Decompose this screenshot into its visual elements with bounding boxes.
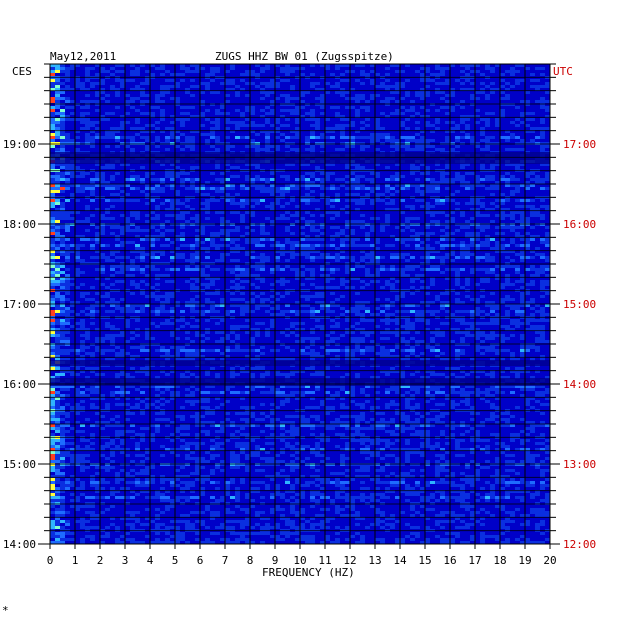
right-time-label: 14:00	[563, 378, 596, 391]
grid-lines	[50, 64, 550, 544]
plot-area	[38, 64, 560, 549]
left-time-label: 14:00	[3, 538, 36, 551]
right-time-label: 15:00	[563, 298, 596, 311]
chart-date-title: May12,2011	[50, 50, 116, 63]
x-tick-label: 14	[393, 554, 407, 567]
x-axis-label: FREQUENCY (HZ)	[262, 566, 355, 579]
x-tick-label: 15	[418, 554, 431, 567]
left-time-label: 19:00	[3, 138, 36, 151]
x-tick-label: 0	[47, 554, 54, 567]
x-tick-label: 19	[518, 554, 531, 567]
x-tick-label: 1	[72, 554, 79, 567]
x-tick-label: 5	[172, 554, 179, 567]
right-time-label: 12:00	[563, 538, 596, 551]
x-tick-label: 13	[368, 554, 381, 567]
left-time-label: 17:00	[3, 298, 36, 311]
right-time-label: 16:00	[563, 218, 596, 231]
x-tick-label: 11	[318, 554, 331, 567]
x-tick-label: 10	[293, 554, 306, 567]
x-tick-label: 3	[122, 554, 129, 567]
x-tick-label: 2	[97, 554, 104, 567]
x-tick-label: 7	[222, 554, 229, 567]
right-time-label: 17:00	[563, 138, 596, 151]
x-tick-label: 17	[468, 554, 481, 567]
x-tick-label: 16	[443, 554, 456, 567]
left-time-label: 18:00	[3, 218, 36, 231]
x-tick-label: 9	[272, 554, 279, 567]
left-time-label: 16:00	[3, 378, 36, 391]
left-time-label: 15:00	[3, 458, 36, 471]
x-tick-label: 18	[493, 554, 506, 567]
x-tick-label: 12	[343, 554, 356, 567]
right-axis-label: UTC	[553, 65, 573, 78]
right-time-label: 13:00	[563, 458, 596, 471]
x-tick-label: 4	[147, 554, 154, 567]
x-tick-label: 20	[543, 554, 556, 567]
footer-mark: *	[2, 604, 9, 617]
left-axis-label: CES	[12, 65, 32, 78]
x-tick-label: 6	[197, 554, 204, 567]
chart-station-title: ZUGS HHZ BW 01 (Zugsspitze)	[215, 50, 394, 63]
x-tick-label: 8	[247, 554, 254, 567]
